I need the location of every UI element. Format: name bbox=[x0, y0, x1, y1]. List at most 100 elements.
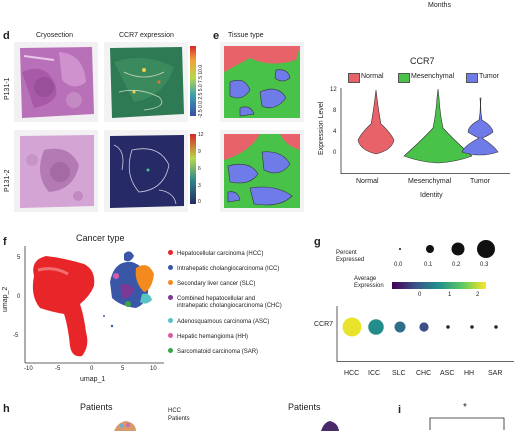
umap-cluster-slc bbox=[135, 265, 154, 292]
umap-xtick-neg5: -5 bbox=[55, 366, 61, 372]
dotplot-gene-label: CCR7 bbox=[314, 321, 334, 328]
dotplot-xtick-hcc: HCC bbox=[344, 370, 360, 377]
colorbar-1 bbox=[190, 46, 196, 116]
umap-cluster-asc bbox=[140, 293, 152, 304]
violin-ytick-4: 4 bbox=[333, 129, 337, 135]
row-label-p131-2: P131-2 bbox=[4, 169, 11, 192]
dot-asc bbox=[446, 325, 450, 329]
colorbar-2-tick-9: 9 bbox=[198, 149, 201, 155]
colorbar-2-tick-12: 12 bbox=[198, 132, 204, 138]
umap-cluster-sar bbox=[125, 301, 131, 307]
violin-xlabel: Identity bbox=[420, 192, 443, 199]
legend-icc: Intrahepatic cholangiocarcinoma (ICC) bbox=[168, 265, 279, 272]
legend-mesenchymal-label: Mesenchymal bbox=[411, 73, 455, 80]
violin-tumor bbox=[461, 97, 499, 156]
dot-sar bbox=[494, 325, 498, 329]
hcc-legend-sub: Patients bbox=[168, 416, 190, 422]
patients-umap-right-top bbox=[321, 421, 339, 431]
violin-xtick-normal: Normal bbox=[356, 178, 379, 185]
ccr7-expression-title: CCR7 expression bbox=[119, 32, 174, 39]
avg-tick-1: 1 bbox=[448, 292, 452, 298]
violin-xtick-tumor: Tumor bbox=[470, 178, 490, 185]
legend-hcc: Hepatocellular carcinoma (HCC) bbox=[168, 250, 263, 257]
avg-tick-2: 2 bbox=[476, 292, 480, 298]
umap-ylabel: umap_2 bbox=[2, 286, 9, 312]
dot-hcc bbox=[342, 317, 362, 337]
avg-tick-0: 0 bbox=[418, 292, 422, 298]
violin-plot bbox=[340, 88, 510, 174]
umap-cluster-hh bbox=[113, 273, 119, 279]
violin-ylabel: Expression Level bbox=[318, 101, 325, 155]
avg-expression-colorbar bbox=[392, 282, 486, 289]
umap-plot bbox=[24, 246, 164, 364]
cryosection-image-1 bbox=[14, 42, 98, 122]
umap-ytick-neg5: -5 bbox=[13, 333, 19, 339]
legend-chc-line2: intrahepatic cholangiocarcinoma (CHC) bbox=[177, 303, 282, 309]
legend-normal-label: Normal bbox=[361, 73, 384, 80]
percent-size-legend bbox=[399, 240, 495, 258]
dot-hh bbox=[470, 325, 474, 329]
colorbar-2-tick-3: 3 bbox=[198, 183, 201, 189]
violin-ytick-12: 12 bbox=[330, 87, 337, 93]
dotplot-xlabels: HCC ICC SLC CHC ASC HH SAR bbox=[336, 370, 514, 382]
legend-chc: Combined hepatocellular and bbox=[168, 295, 255, 302]
cancer-type-title: Cancer type bbox=[76, 233, 125, 243]
legend-asc: Adenosquamous carcinoma (ASC) bbox=[168, 318, 269, 325]
legend-normal-swatch bbox=[348, 73, 360, 83]
cryosection-image-2 bbox=[14, 130, 98, 212]
tissue-type-map-1 bbox=[220, 42, 304, 122]
violin-xtick-mesenchymal: Mesenchymal bbox=[408, 178, 452, 185]
dotplot-xtick-chc: CHC bbox=[416, 370, 432, 377]
violin-normal bbox=[357, 89, 395, 155]
panel-e-label: e bbox=[213, 30, 220, 42]
panel-f-label: f bbox=[3, 236, 7, 248]
tissue-type-title: Tissue type bbox=[228, 32, 264, 39]
pct-tick-2: 0.2 bbox=[452, 262, 461, 268]
patients-umap-left-top bbox=[114, 421, 136, 431]
panel-g-label: g bbox=[314, 236, 321, 248]
significance-bracket bbox=[429, 417, 505, 430]
dotplot bbox=[336, 306, 514, 362]
dot-chc bbox=[419, 322, 429, 332]
colorbar-1-ticks: -2.5 0.0 2.5 5.0 7.5 10.0 bbox=[198, 64, 204, 118]
legend-tumor-swatch bbox=[466, 73, 478, 83]
dotplot-xtick-slc: SLC bbox=[392, 370, 406, 377]
row-label-p131-1: P131-1 bbox=[4, 77, 11, 100]
violin-title: CCR7 bbox=[410, 56, 435, 66]
percent-expressed-title: Percent Expressed bbox=[336, 250, 365, 263]
legend-slc: Secondary liver cancer (SLC) bbox=[168, 280, 255, 287]
violin-ytick-8: 8 bbox=[333, 108, 337, 114]
legend-sar: Sarcomatoid carcinoma (SAR) bbox=[168, 348, 258, 355]
umap-xtick-5: 5 bbox=[121, 366, 125, 372]
dot-slc bbox=[394, 321, 406, 333]
dot-icc bbox=[368, 319, 384, 335]
hcc-legend-head: HCC bbox=[168, 408, 181, 414]
violin-ytick-0: 0 bbox=[333, 150, 337, 156]
colorbar-2 bbox=[190, 134, 196, 204]
tissue-type-map-2 bbox=[220, 130, 304, 212]
panel-h-label: h bbox=[3, 403, 10, 415]
colorbar-2-tick-6: 6 bbox=[198, 166, 201, 172]
ccr7-expression-map-1 bbox=[104, 42, 188, 122]
umap-xtick-0: 0 bbox=[90, 366, 94, 372]
pct-tick-3: 0.3 bbox=[480, 262, 489, 268]
violin-mesenchymal bbox=[403, 88, 473, 164]
umap-ytick-0: 0 bbox=[17, 294, 21, 300]
months-label: Months bbox=[428, 2, 451, 9]
panel-d-label: d bbox=[3, 30, 10, 42]
umap-xlabel: umap_1 bbox=[80, 376, 106, 383]
dotplot-xtick-icc: ICC bbox=[368, 370, 381, 377]
ccr7-expression-map-2 bbox=[104, 130, 188, 212]
colorbar-2-tick-0: 0 bbox=[198, 199, 201, 205]
umap-cluster-hcc bbox=[32, 256, 95, 357]
patients-title-left: Patients bbox=[80, 402, 113, 412]
significance-star: * bbox=[463, 402, 467, 413]
dotplot-xtick-asc: ASC bbox=[440, 370, 455, 377]
dotplot-xtick-sar: SAR bbox=[488, 370, 503, 377]
patients-title-right: Patients bbox=[288, 402, 321, 412]
legend-tumor-label: Tumor bbox=[479, 73, 499, 80]
umap-cluster-chc bbox=[120, 283, 134, 299]
umap-ytick-5: 5 bbox=[17, 255, 21, 261]
cryosection-title: Cryosection bbox=[36, 32, 73, 39]
umap-xtick-neg10: -10 bbox=[24, 366, 33, 372]
